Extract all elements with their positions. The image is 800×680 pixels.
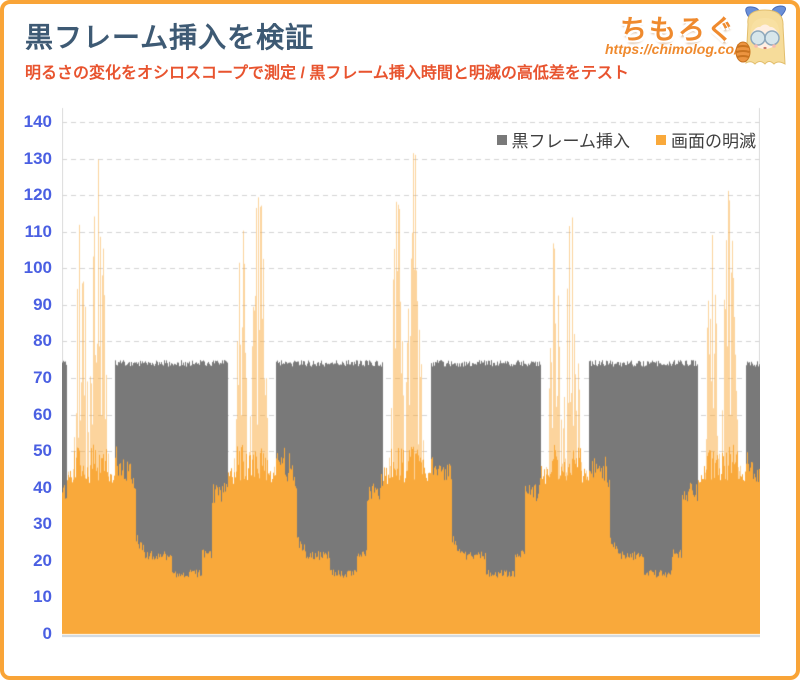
y-tick-label: 120 [23,185,52,205]
y-tick-label: 40 [33,477,52,497]
y-tick-label: 130 [23,148,52,168]
legend-item-flicker: 画面の明滅 [656,127,756,152]
y-tick-label: 0 [42,624,52,643]
chimolog-mascot-icon [735,5,786,65]
legend-label-flicker: 画面の明滅 [671,132,756,151]
page-subtitle: 明るさの変化をオシロスコープで測定 / 黒フレーム挿入時間と明滅の高低差をテスト [25,65,629,82]
page-title: 黒フレーム挿入を検証 [25,22,315,53]
y-tick-label: 110 [24,221,52,241]
legend-marker-orange-icon [656,134,666,145]
legend-label-black-frame: 黒フレーム挿入 [511,132,631,151]
y-tick-label: 90 [33,294,52,314]
site-logo-text: ちもろぐ [620,15,736,45]
chart-legend: 黒フレーム挿入 画面の明滅 [62,127,756,152]
y-tick-label: 140 [23,112,52,131]
y-tick-label: 70 [33,368,52,387]
legend-item-black-frame: 黒フレーム挿入 [496,127,631,152]
oscilloscope-chart-canvas [62,106,760,638]
y-tick-label: 60 [33,404,52,424]
y-tick-label: 30 [33,514,52,534]
y-tick-label: 100 [23,258,52,278]
y-tick-label: 20 [33,550,52,570]
y-tick-label: 50 [33,441,52,461]
y-axis-labels: 0 10 20 30 40 50 60 70 80 90 100 110 120 130 140 [0,106,52,643]
site-logo-url[interactable]: https://chimolog.co/ [605,41,738,57]
y-tick-label: 10 [33,587,52,607]
legend-marker-gray-icon [496,134,507,145]
y-tick-label: 80 [33,331,52,351]
